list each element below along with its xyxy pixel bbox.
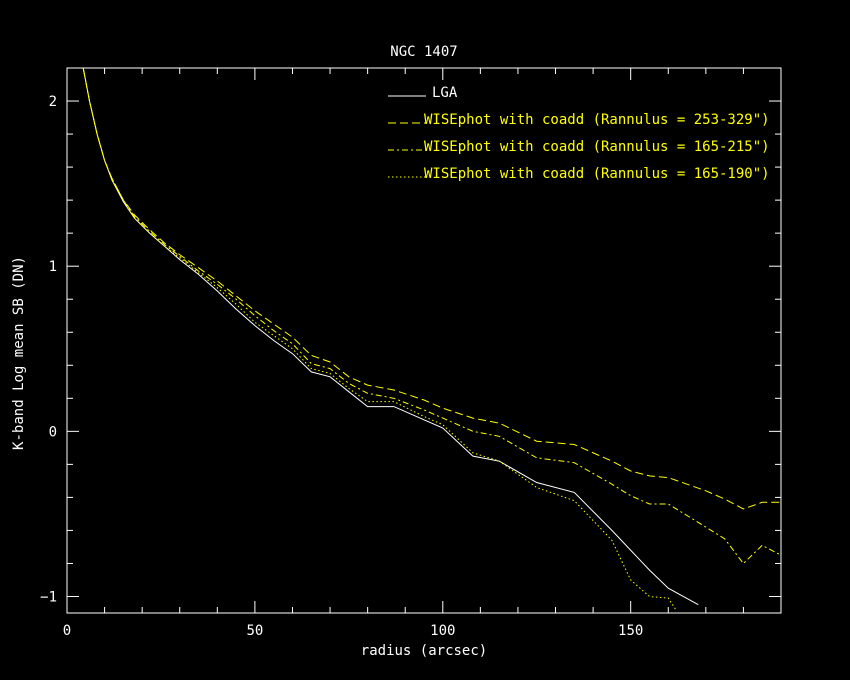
legend-label: WISEphot with coadd (Rannulus = 165-215"… — [424, 139, 770, 155]
x-axis-label: radius (arcsec) — [361, 643, 487, 659]
y-tick-label: 2 — [49, 94, 57, 110]
legend-label: WISEphot with coadd (Rannulus = 165-190"… — [424, 166, 770, 182]
y-tick-label: 0 — [49, 424, 57, 440]
x-tick-label: 0 — [63, 623, 71, 639]
y-tick-label: −1 — [40, 589, 57, 605]
x-tick-label: 100 — [430, 623, 455, 639]
y-axis-label: K-band Log mean SB (DN) — [11, 256, 27, 450]
series-line-1 — [82, 68, 781, 510]
axis-ticks: 0 50 100 150 −1 0 1 2 — [40, 67, 782, 639]
legend-label: LGA — [432, 85, 458, 101]
series-lines — [82, 68, 781, 610]
x-tick-label: 50 — [246, 623, 263, 639]
legend-label: WISEphot with coadd (Rannulus = 253-329"… — [424, 112, 770, 128]
y-tick-label: 1 — [49, 259, 57, 275]
plot-frame — [66, 67, 782, 614]
x-tick-label: 150 — [618, 623, 643, 639]
series-line-2 — [82, 68, 781, 565]
chart-title: NGC 1407 — [390, 44, 457, 60]
legend: LGA WISEphot with coadd (Rannulus = 253-3… — [388, 85, 770, 182]
